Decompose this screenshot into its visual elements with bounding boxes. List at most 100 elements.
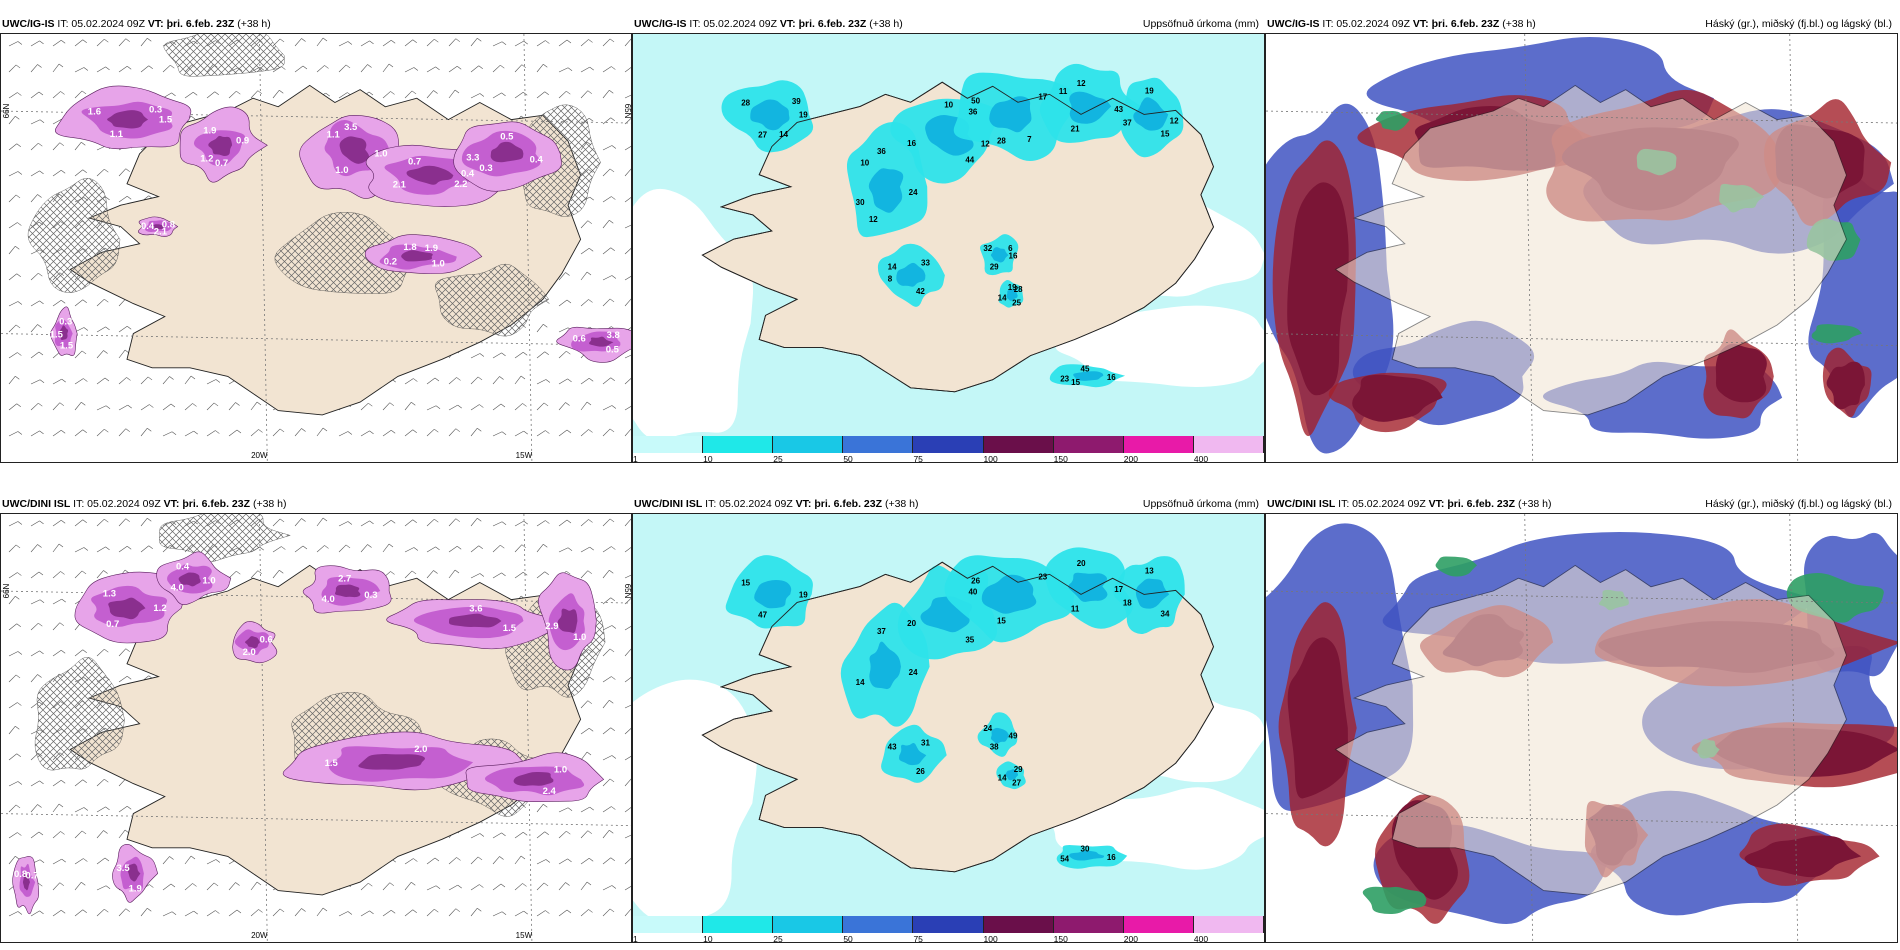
lat-label-66n: 66N — [2, 583, 11, 598]
value-label: 1.9 — [129, 883, 142, 894]
value-label: 2.9 — [545, 621, 558, 632]
field-title: Uppsöfnuð úrkoma (mm) — [1142, 498, 1259, 510]
lead-time: (+38 h) — [252, 498, 287, 510]
value-label: 33 — [921, 259, 930, 268]
legend-label: 25 — [773, 934, 783, 943]
value-label: 34 — [1161, 610, 1170, 619]
panel-header: UWC/IG-IS IT: 05.02.2024 09Z VT: þri. 6.… — [2, 15, 630, 33]
value-label: 0.7 — [106, 619, 119, 630]
value-label: 44 — [965, 156, 974, 165]
map-frame — [1265, 513, 1898, 943]
value-label: 24 — [909, 188, 918, 197]
value-label: 14 — [888, 263, 897, 272]
value-label: 3.5 — [116, 863, 130, 874]
value-label: 0.6 — [573, 334, 586, 345]
value-label: 2.7 — [338, 574, 351, 585]
coastline — [701, 561, 1214, 873]
value-label: 1.0 — [374, 148, 387, 159]
panel-header: UWC/IG-IS IT: 05.02.2024 09Z VT: þri. 6.… — [634, 15, 1263, 33]
value-label: 1.0 — [573, 632, 586, 643]
value-label: 0.8 — [14, 869, 27, 880]
value-label: 0.3 — [149, 105, 162, 116]
value-label: 0.4 — [141, 221, 155, 232]
field-title: Háský (gr.), miðský (fj.bl.) og lágský (… — [1705, 18, 1892, 30]
value-label: 28 — [741, 99, 750, 108]
value-label: 0.5 — [606, 345, 620, 356]
legend-swatch — [1193, 436, 1264, 453]
value-label: 19 — [799, 110, 808, 119]
valid-time: VT: þri. 6.feb. 23Z — [1412, 18, 1500, 30]
panel-header: UWC/DINI ISL IT: 05.02.2024 09Z VT: þri.… — [634, 495, 1263, 513]
lead-time: (+38 h) — [1517, 498, 1552, 510]
value-label: 49 — [1009, 732, 1018, 741]
valid-time: VT: þri. 6.feb. 23Z — [163, 498, 251, 510]
value-label: 1.5 — [503, 623, 517, 634]
value-label: 0.8 — [162, 219, 175, 230]
map-frame: 19 30 36 28 12 15 14 16 23 28 27 36 44 50 43 37 33 29 45 25… — [632, 33, 1265, 463]
lead-time: (+38 h) — [1502, 18, 1536, 30]
value-label: 47 — [758, 611, 767, 620]
value-label: 11 — [1071, 605, 1080, 614]
value-label: 1.9 — [425, 243, 438, 254]
lon-label-20w: 20W — [251, 451, 268, 460]
panel-header: UWC/IG-IS IT: 05.02.2024 09Z VT: þri. 6.… — [1267, 15, 1896, 33]
init-time: IT: 05.02.2024 09Z — [57, 18, 145, 30]
model-name: UWC/DINI ISL — [1267, 498, 1336, 510]
legend-label: 200 — [1123, 934, 1138, 943]
graticule — [1266, 34, 1897, 462]
value-label: 27 — [1012, 779, 1021, 788]
value-label: 31 — [921, 739, 930, 748]
legend-swatch — [633, 916, 704, 933]
value-label: 42 — [916, 287, 925, 296]
value-label: 16 — [1107, 373, 1116, 382]
value-label: 2.1 — [154, 227, 168, 238]
map-frame: 1.2 4.0 2.7 1.5 2.9 2.0 2.4 3.5 0.7 2.0 1.3 1.0 4.0 3… — [0, 513, 632, 943]
value-label: 24 — [983, 724, 992, 733]
value-label: 0.3 — [479, 163, 492, 174]
value-label: 1.0 — [432, 259, 445, 270]
value-label: 0.3 — [364, 590, 377, 601]
legend-swatch — [1053, 916, 1124, 933]
legend-swatch — [773, 916, 844, 933]
value-label: 30 — [1081, 845, 1090, 854]
precip-areas — [725, 547, 1185, 869]
map-panel-cloud: UWC/IG-IS IT: 05.02.2024 09Z VT: þri. 6.… — [1265, 15, 1898, 463]
map-canvas — [1266, 34, 1897, 462]
value-label: 39 — [792, 97, 801, 106]
valid-time: VT: þri. 6.feb. 23Z — [147, 18, 235, 30]
value-label: 35 — [965, 636, 974, 645]
value-label: 43 — [1114, 105, 1123, 114]
value-label: 29 — [1014, 765, 1023, 774]
value-label: 0.6 — [260, 635, 273, 646]
legend-swatch — [703, 916, 774, 933]
value-label: 16 — [1107, 853, 1116, 862]
value-label: 18 — [1123, 598, 1132, 607]
value-label: 15 — [741, 579, 750, 588]
value-label: 0.2 — [384, 256, 397, 267]
init-time: IT: 05.02.2024 09Z — [1338, 498, 1426, 510]
legend-swatch — [1053, 436, 1124, 453]
legend-label: 1 — [633, 934, 638, 943]
value-label: 12 — [1170, 116, 1179, 125]
value-label: 36 — [877, 147, 886, 156]
panel-header: UWC/DINI ISL IT: 05.02.2024 09Z VT: þri.… — [1267, 495, 1896, 513]
value-label: 27 — [758, 131, 767, 140]
value-label: 1.0 — [335, 165, 348, 176]
valid-time: VT: þri. 6.feb. 23Z — [1428, 498, 1516, 510]
value-label: 40 — [968, 587, 977, 596]
init-time: IT: 05.02.2024 09Z — [705, 498, 793, 510]
model-name: UWC/DINI ISL — [634, 498, 703, 510]
value-label: 2.0 — [414, 744, 427, 755]
value-label: 17 — [1114, 585, 1123, 594]
value-label: 1.5 — [159, 115, 173, 126]
model-name: UWC/IG-IS — [1267, 18, 1320, 30]
legend-label: 150 — [1053, 934, 1068, 943]
value-label: 3.5 — [344, 122, 358, 133]
value-label: 1.5 — [325, 758, 339, 769]
field-title: Háský (gr.), miðský (fj.bl.) og lágský (… — [1705, 498, 1892, 510]
legend-swatch — [843, 436, 914, 453]
axis-labels: 20W 15W 66N 65N — [2, 583, 631, 940]
value-label: 14 — [998, 293, 1007, 302]
value-label: 0.4 — [530, 155, 544, 166]
